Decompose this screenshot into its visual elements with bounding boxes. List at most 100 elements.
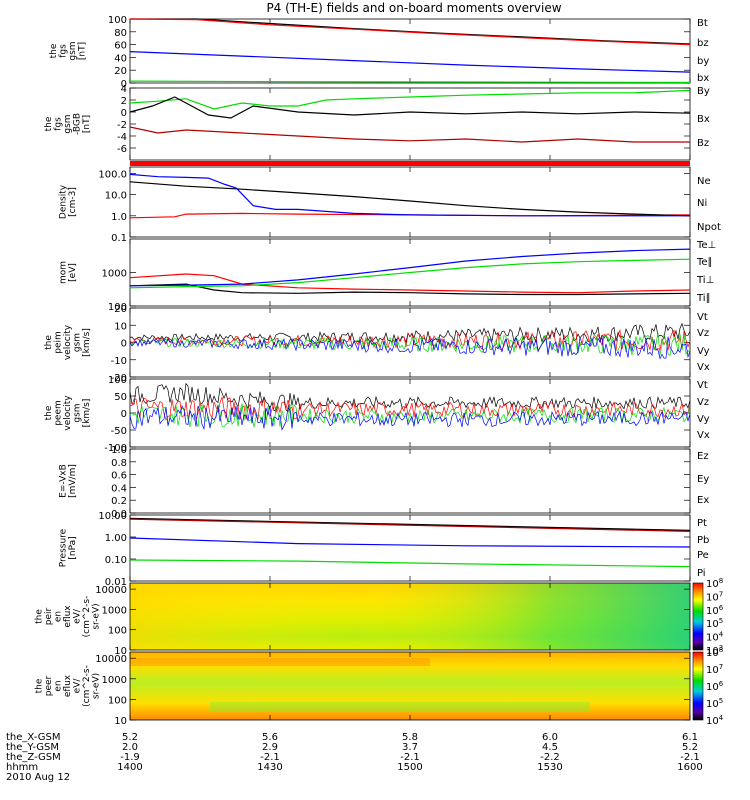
panel-frame	[129, 18, 691, 84]
y-tick-label: 1.0	[111, 212, 127, 223]
y-tick-label: 0	[121, 79, 127, 90]
series-Ti∥	[129, 258, 691, 289]
footer-value: 5.6	[262, 732, 278, 743]
legend-Vy: Vy	[697, 346, 710, 357]
y-tick-label: 1.0	[111, 445, 127, 456]
y-tick-label: 0.4	[111, 483, 127, 494]
panel-frame	[129, 166, 691, 238]
y-tick-label: 80	[114, 28, 127, 39]
legend-Pi: Pi	[697, 568, 706, 579]
legend-Vx: Vx	[697, 362, 710, 373]
panel-7: 0.01 0.10 1.00 10.00 Pressure [nPa] Pt Pb Pe Pi	[58, 511, 709, 588]
y-tick-label: 2	[121, 96, 127, 107]
y-axis-label: -BGB	[73, 113, 83, 135]
y-tick-label: -4	[117, 132, 127, 143]
series-Vz	[129, 396, 691, 421]
footer-table: the_X-GSM 5.2 5.6 5.8 6.0 6.1 the_Y-GSM 2.0 2.9 3…	[6, 732, 703, 783]
y-tick-label: 10.00	[98, 511, 127, 522]
legend-Ne: Ne	[697, 176, 711, 187]
legend-bx: bx	[697, 73, 709, 84]
y-tick-label: 10000	[95, 585, 127, 596]
footer-value: 6.1	[682, 732, 698, 743]
y-tick-label: 0.2	[111, 496, 127, 507]
y-axis-label: E=-VxB	[58, 464, 68, 498]
footer-value: -2.2	[540, 752, 560, 763]
footer-value: -2.1	[680, 752, 700, 763]
y-axis-label: eV/	[73, 678, 83, 694]
y-tick-label: 0.1	[111, 233, 127, 244]
spectrogram-band	[130, 658, 430, 666]
panel-3: 100 1000 mom [eV] Te⊥ Te∥ Ti⊥ Ti∥	[58, 238, 716, 313]
legend-Vz: Vz	[697, 328, 709, 339]
y-axis-label: sr-eV)	[92, 673, 102, 699]
y-tick-label: 100	[108, 626, 127, 637]
y-tick-label: 20	[114, 304, 127, 315]
y-tick-label: 100	[108, 695, 127, 706]
footer-label: hhmm	[6, 762, 38, 773]
y-axis-label: [km/s]	[82, 328, 92, 357]
y-tick-label: 10	[114, 321, 127, 332]
y-axis-label: gsm	[63, 114, 73, 133]
y-tick-label: 100	[108, 302, 127, 313]
y-axis-label: the	[35, 609, 45, 624]
panel-4: -20 -10 0 10 20 the peim velocity gsm [km/s] Vt Vz V…	[44, 304, 710, 384]
y-tick-label: -6	[117, 144, 127, 155]
y-axis-label: (cm^2-s-	[82, 596, 92, 638]
series-Vy	[129, 333, 691, 357]
y-tick-label: 1.00	[105, 533, 127, 544]
series-Te∥	[129, 283, 691, 296]
colorbar-8	[692, 582, 704, 651]
spectrogram-band	[210, 702, 590, 712]
legend-Npot: Npot	[697, 222, 721, 233]
panel-frame	[129, 307, 691, 378]
footer-label: the_Y-GSM	[6, 742, 59, 753]
footer-value: 1400	[117, 762, 142, 773]
y-tick-label: 0	[121, 339, 127, 350]
y-axis-label: [nT]	[77, 42, 87, 60]
legend-Ti∥: Ti∥	[696, 293, 711, 304]
legend-Pt: Pt	[697, 518, 707, 529]
legend-Bx: Bx	[697, 114, 710, 125]
colorbar-tick-label: 106	[706, 604, 724, 617]
series-Vx	[129, 336, 691, 360]
chart-title: P4 (TH-E) fields and on-board moments ov…	[266, 1, 561, 15]
spectrogram-shade	[130, 583, 690, 650]
y-tick-label: -50	[111, 426, 127, 437]
panel-5: -100 -50 0 50 100 the peem velocity gsm [km/s] Vt V…	[44, 375, 710, 454]
y-tick-label: 50	[114, 392, 127, 403]
series-Npot	[129, 173, 690, 217]
y-axis-label: [nPa]	[68, 536, 78, 559]
legend-Pe: Pe	[697, 550, 709, 561]
y-axis-label: gsm	[68, 41, 78, 60]
y-axis-label: eflux	[63, 605, 73, 628]
legend-by: by	[697, 56, 709, 67]
y-tick-label: -10	[111, 356, 127, 367]
series-Te⊥	[129, 273, 691, 294]
y-tick-label: 10	[114, 646, 127, 657]
y-axis-label: peir	[44, 607, 54, 625]
footer-date: 2010 Aug 12	[6, 772, 70, 783]
y-tick-label: 0	[121, 409, 127, 420]
colorbar-tick-label: 104	[706, 631, 724, 644]
legend-Vt: Vt	[697, 312, 708, 323]
series-Vz	[129, 329, 691, 351]
footer-value: 5.2	[122, 732, 138, 743]
series-Pb	[129, 518, 691, 532]
footer-value: 4.5	[542, 742, 558, 753]
series-Ti⊥	[129, 248, 691, 287]
series-Pe	[129, 559, 691, 568]
y-tick-label: 0	[121, 108, 127, 119]
y-tick-label: -100	[104, 443, 127, 454]
y-axis-label: en	[54, 611, 64, 622]
footer-value: 1530	[537, 762, 562, 773]
y-axis-label: the	[44, 405, 54, 420]
footer-label: the_X-GSM	[6, 732, 60, 743]
series-Bz	[129, 126, 690, 143]
legend-Vz: Vz	[697, 397, 709, 408]
y-tick-label: 0.8	[111, 458, 127, 469]
panel-frame	[129, 448, 691, 514]
y-tick-label: 10	[114, 716, 127, 727]
